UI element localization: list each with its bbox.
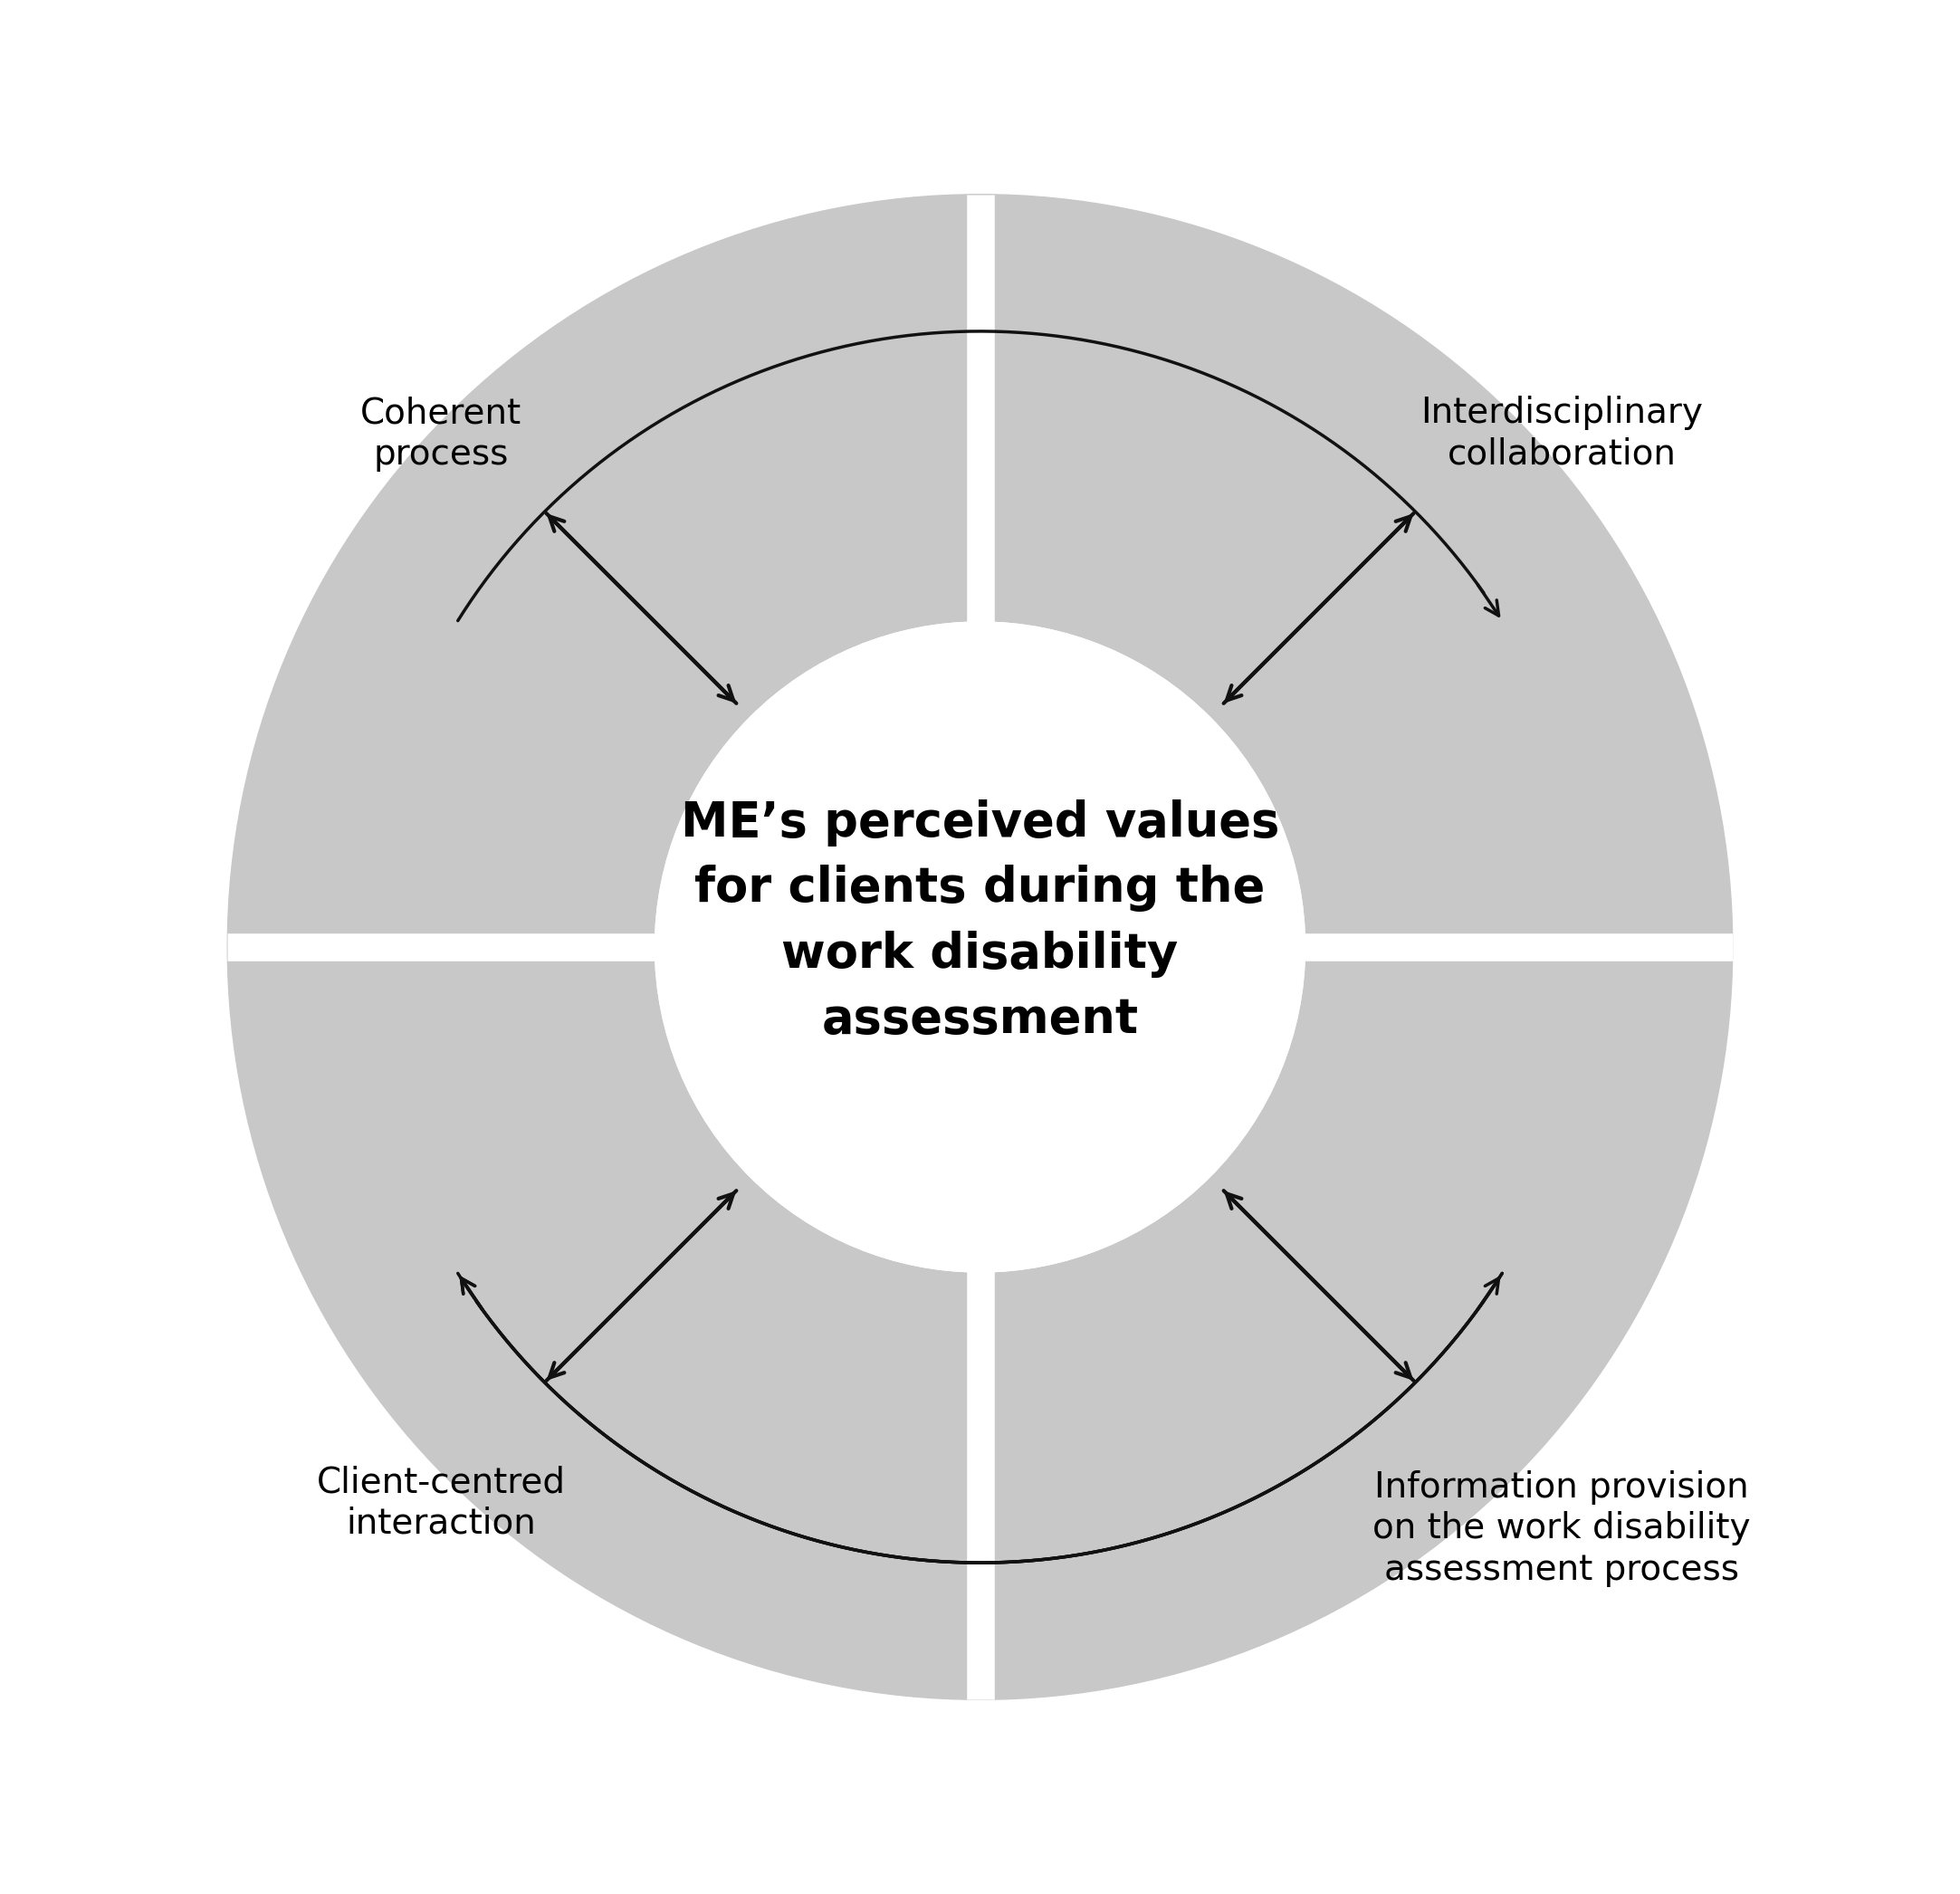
Text: ME’s perceived values
for clients during the
work disability
assessment: ME’s perceived values for clients during… — [680, 799, 1280, 1044]
Text: Information provision
on the work disability
assessment process: Information provision on the work disabi… — [1372, 1470, 1750, 1587]
Text: Client-centred
interaction: Client-centred interaction — [318, 1466, 566, 1540]
Circle shape — [655, 621, 1305, 1273]
Circle shape — [655, 621, 1305, 1273]
Text: Interdisciplinary
collaboration: Interdisciplinary collaboration — [1421, 396, 1703, 472]
Text: Coherent
process: Coherent process — [361, 396, 521, 472]
Circle shape — [227, 195, 1733, 1699]
